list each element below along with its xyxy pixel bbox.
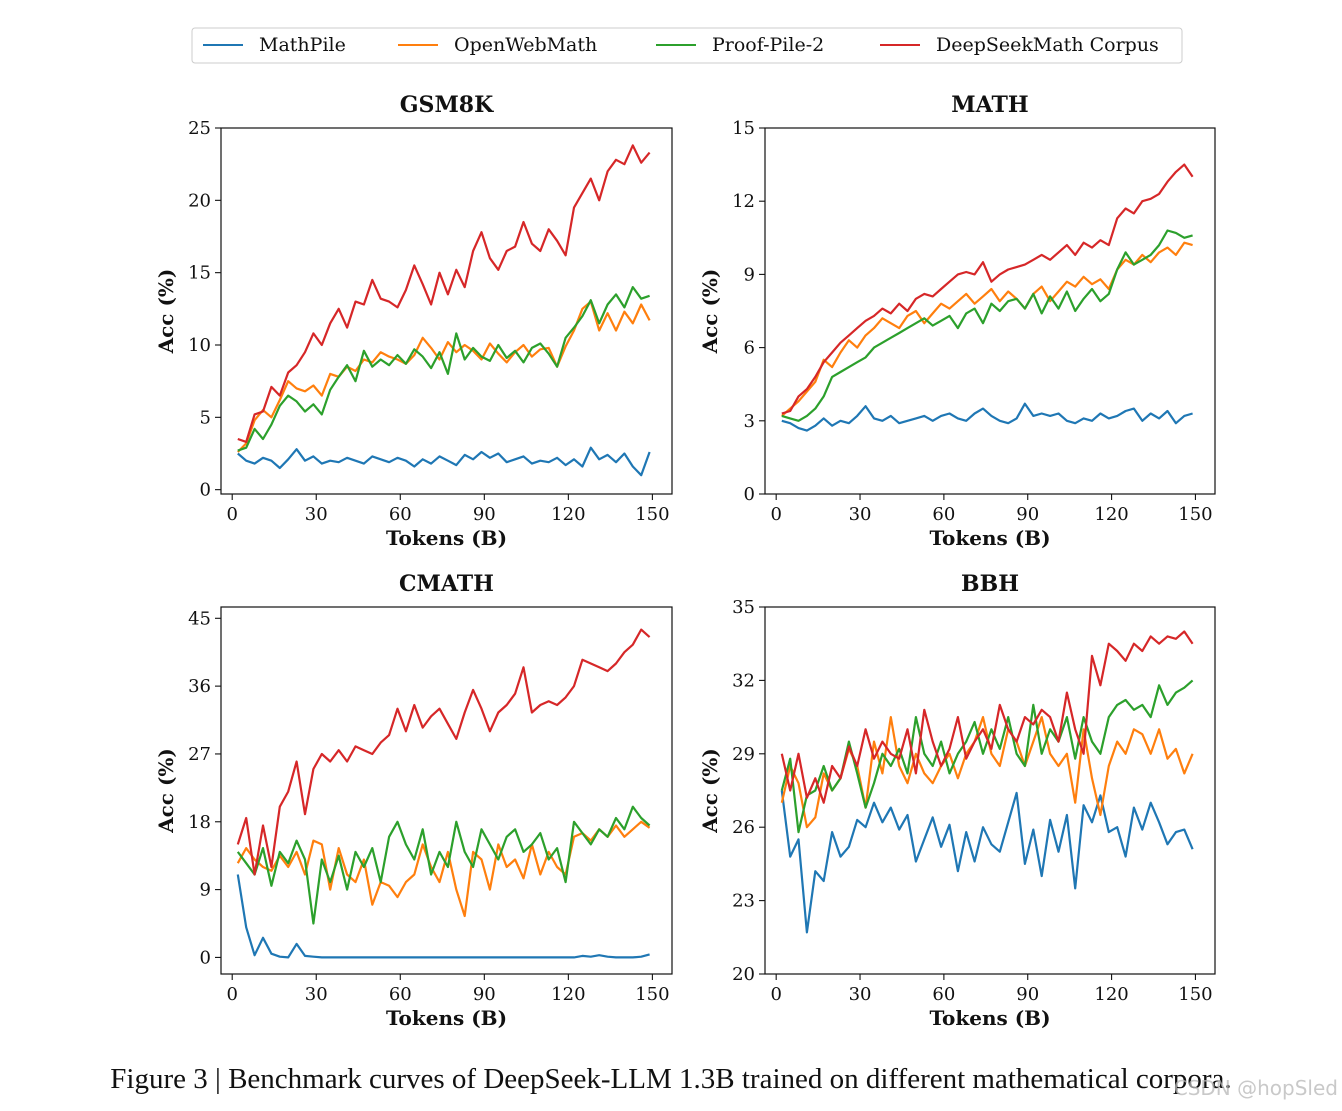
legend-label-2: Proof-Pile-2 <box>712 34 824 56</box>
x-tick-label: 150 <box>1178 504 1212 525</box>
x-tick-label: 150 <box>1178 984 1212 1005</box>
plot-frame <box>220 127 673 495</box>
x-tick-label: 120 <box>551 984 585 1005</box>
x-axis-label: Tokens (B) <box>386 1006 507 1030</box>
x-tick-label: 30 <box>849 984 872 1005</box>
y-tick-label: 32 <box>732 670 755 691</box>
chart-title: MATH <box>951 92 1028 118</box>
y-tick-label: 27 <box>188 744 211 765</box>
x-tick-label: 30 <box>305 984 328 1005</box>
x-tick-label: 90 <box>473 504 496 525</box>
x-tick-label: 30 <box>849 504 872 525</box>
series-line-proof-pile-2 <box>780 679 1194 834</box>
series-group <box>236 628 651 959</box>
y-tick-label: 5 <box>200 407 211 428</box>
series-group <box>237 144 651 477</box>
x-tick-label: 90 <box>473 984 496 1005</box>
panel-math: MATH 0 30 60 90 120 150 0 3 6 9 12 15 Tokens (B) Acc (… <box>698 92 1216 550</box>
x-tick-label: 120 <box>551 504 585 525</box>
y-tick-label: 6 <box>744 338 755 359</box>
series-line-openwebmath <box>237 300 651 453</box>
figure-caption: Figure 3 | Benchmark curves of DeepSeek-… <box>110 1063 1232 1095</box>
series-line-openwebmath <box>780 715 1194 829</box>
legend-label-3: DeepSeekMath Corpus <box>936 34 1159 56</box>
y-tick-label: 12 <box>732 191 755 212</box>
y-tick-label: 25 <box>188 118 211 139</box>
x-tick-label: 0 <box>770 984 781 1005</box>
series-line-mathpile <box>780 790 1194 934</box>
y-tick-label: 10 <box>188 335 211 356</box>
y-tick-label: 0 <box>200 480 211 501</box>
x-tick-label: 150 <box>635 984 669 1005</box>
series-line-mathpile <box>781 402 1193 432</box>
x-tick-label: 90 <box>1016 984 1039 1005</box>
y-tick-label: 20 <box>188 190 211 211</box>
y-tick-label: 15 <box>188 263 211 284</box>
chart-title: CMATH <box>399 571 494 597</box>
x-tick-label: 120 <box>1094 504 1128 525</box>
series-line-mathpile <box>236 874 650 959</box>
x-tick-label: 0 <box>770 504 781 525</box>
x-tick-label: 60 <box>932 504 955 525</box>
series-group <box>780 630 1194 934</box>
y-tick-label: 9 <box>200 880 211 901</box>
y-tick-label: 20 <box>732 964 755 985</box>
y-tick-label: 23 <box>732 891 755 912</box>
plot-frame <box>764 127 1216 495</box>
x-tick-label: 60 <box>932 984 955 1005</box>
y-tick-label: 36 <box>188 676 211 697</box>
x-axis-label: Tokens (B) <box>929 1006 1050 1030</box>
x-axis-label: Tokens (B) <box>386 526 507 550</box>
legend-label-0: MathPile <box>259 34 346 56</box>
y-tick-label: 26 <box>732 817 755 838</box>
x-tick-label: 60 <box>389 504 412 525</box>
x-tick-label: 90 <box>1016 504 1039 525</box>
x-tick-label: 0 <box>226 984 237 1005</box>
legend: MathPile OpenWebMath Proof-Pile-2 DeepSeekM… <box>191 27 1183 64</box>
panel-gsm8k: GSM8K 0 30 60 90 120 150 0 5 10 15 20 25 Tokens (B) Ac… <box>154 92 673 550</box>
series-line-proof-pile-2 <box>236 805 651 925</box>
x-tick-label: 150 <box>635 504 669 525</box>
x-axis-label: Tokens (B) <box>929 526 1050 550</box>
y-tick-label: 3 <box>744 411 755 432</box>
series-line-deepseekmath-corpus <box>781 163 1194 415</box>
series-line-deepseekmath-corpus <box>780 630 1194 804</box>
x-tick-label: 120 <box>1094 984 1128 1005</box>
legend-label-1: OpenWebMath <box>454 34 597 56</box>
series-line-proof-pile-2 <box>781 229 1193 422</box>
y-axis-label: Acc (%) <box>154 269 178 355</box>
panel-cmath: CMATH 0 30 60 90 120 150 0 9 18 27 36 45 Tokens (B) Ac… <box>154 571 673 1030</box>
series-line-proof-pile-2 <box>237 286 650 452</box>
figure: MathPile OpenWebMath Proof-Pile-2 DeepSeekM… <box>154 27 1216 1030</box>
series-line-openwebmath <box>236 820 651 918</box>
series-line-mathpile <box>237 446 651 477</box>
chart-title: BBH <box>961 571 1019 597</box>
y-tick-label: 35 <box>732 597 755 618</box>
plot-frame <box>764 606 1216 975</box>
y-tick-label: 29 <box>732 744 755 765</box>
x-tick-label: 0 <box>226 504 237 525</box>
series-line-deepseekmath-corpus <box>237 144 651 443</box>
y-axis-label: Acc (%) <box>698 748 722 834</box>
series-group <box>781 163 1194 432</box>
x-tick-label: 30 <box>305 504 328 525</box>
y-tick-label: 9 <box>744 264 755 285</box>
y-tick-label: 0 <box>200 947 211 968</box>
plot-frame <box>220 606 673 975</box>
y-tick-label: 0 <box>744 484 755 505</box>
y-axis-label: Acc (%) <box>154 748 178 834</box>
y-tick-label: 45 <box>188 608 211 629</box>
series-line-openwebmath <box>781 241 1193 417</box>
series-line-deepseekmath-corpus <box>236 628 651 876</box>
x-tick-label: 60 <box>389 984 412 1005</box>
y-tick-label: 15 <box>732 118 755 139</box>
panel-bbh: BBH 0 30 60 90 120 150 20 23 26 29 32 35 Tokens (B) Ac… <box>698 571 1216 1030</box>
watermark: CSDN @hopSled <box>1173 1076 1338 1100</box>
y-tick-label: 18 <box>188 812 211 833</box>
chart-title: GSM8K <box>400 92 494 118</box>
y-axis-label: Acc (%) <box>698 269 722 355</box>
